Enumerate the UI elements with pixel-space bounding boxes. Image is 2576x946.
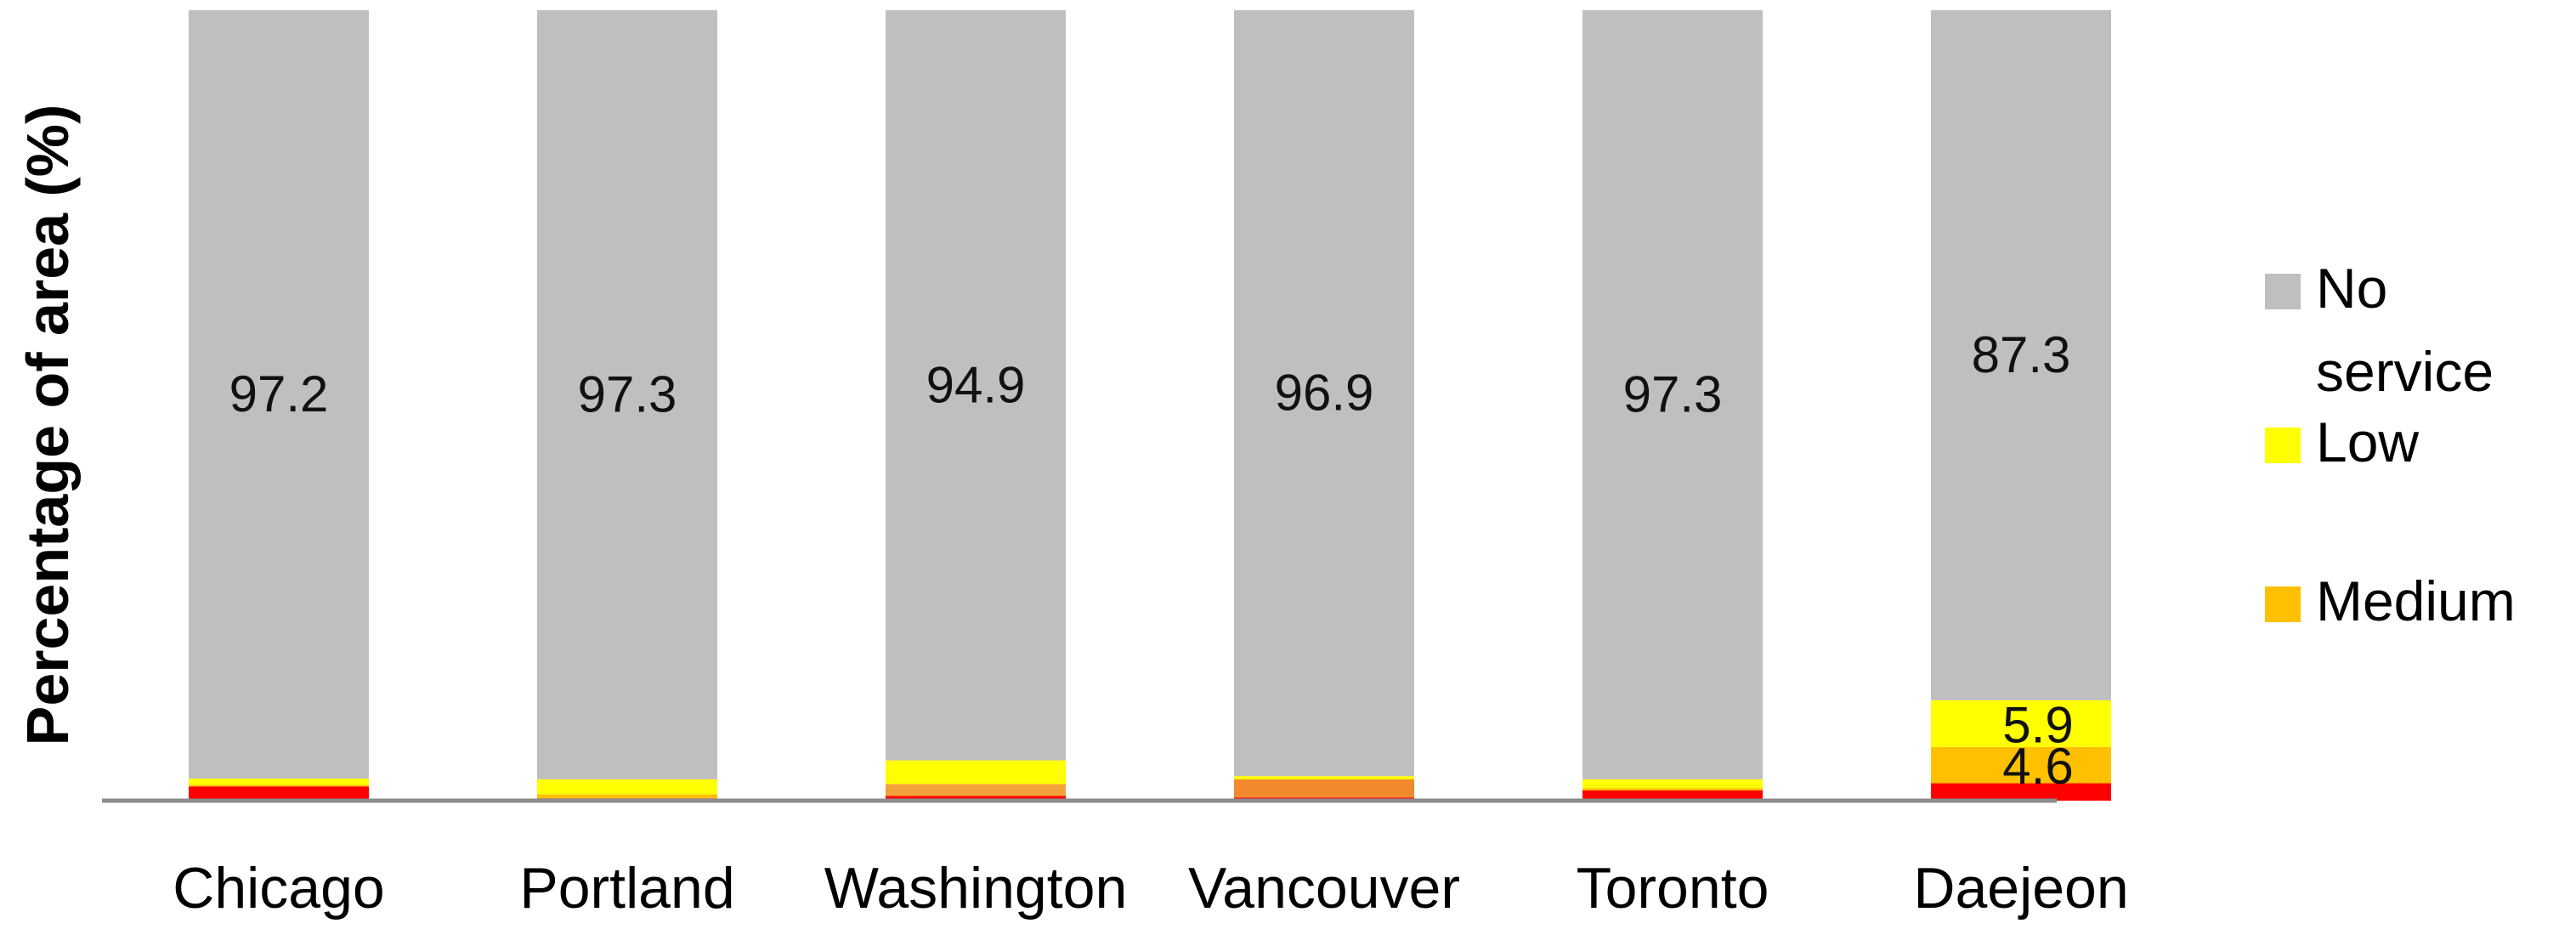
category-label-portland: Portland bbox=[519, 856, 734, 921]
legend-label-medium: Medium bbox=[2316, 569, 2516, 632]
legend: No service Low Medium bbox=[2265, 257, 2516, 632]
data-labels: 97.2 97.3 94.9 96.9 97.3 87.3 5.94.6 bbox=[229, 326, 2074, 795]
bar-segment-toronto-medium bbox=[1582, 788, 1763, 790]
data-label-toronto-no-service: 97.3 bbox=[1623, 365, 1723, 422]
legend-label-no-service: No bbox=[2316, 257, 2387, 320]
bars-layer bbox=[189, 10, 2111, 801]
legend-swatch-no-service bbox=[2265, 274, 2301, 309]
legend-label-no-service-line2: service bbox=[2316, 340, 2494, 403]
bar-segment-washington-no-service bbox=[886, 10, 1066, 761]
bar-segment-portland-low bbox=[537, 779, 717, 795]
legend-label-low: Low bbox=[2316, 411, 2419, 473]
category-label-toronto: Toronto bbox=[1577, 856, 1769, 921]
bar-segment-vancouver-no-service bbox=[1234, 10, 1414, 777]
bar-segment-chicago-medium bbox=[189, 785, 369, 787]
category-labels: Chicago Portland Washington Vancouver Toront… bbox=[173, 856, 2128, 921]
legend-swatch-medium bbox=[2265, 586, 2301, 622]
data-label-chicago-no-service: 97.2 bbox=[229, 365, 329, 422]
bar-segment-vancouver-low bbox=[1234, 776, 1414, 779]
category-label-chicago: Chicago bbox=[173, 856, 385, 921]
bar-segment-chicago-high bbox=[189, 786, 369, 801]
bar-segment-daejeon-no-service bbox=[1931, 10, 2111, 700]
bar-segment-chicago-no-service bbox=[189, 10, 369, 779]
bar-segment-daejeon-low bbox=[1931, 700, 2111, 747]
data-label-daejeon-low: 5.9 bbox=[2002, 696, 2073, 753]
bar-segment-toronto-high bbox=[1582, 790, 1763, 801]
bar-segment-toronto-no-service bbox=[1582, 10, 1763, 779]
data-label-vancouver-no-service: 96.9 bbox=[1275, 365, 1374, 422]
bar-segment-washington-high bbox=[886, 796, 1066, 801]
bar-segment-portland-medium bbox=[537, 794, 717, 799]
bar-segment-daejeon-medium bbox=[1931, 746, 2111, 784]
category-label-washington: Washington bbox=[824, 856, 1128, 921]
data-label-washington-no-service: 94.9 bbox=[926, 356, 1026, 413]
bar-segment-toronto-low bbox=[1582, 779, 1763, 789]
y-axis-label: Percentage of area (%) bbox=[14, 105, 81, 746]
bar-segment-washington-low bbox=[886, 760, 1066, 785]
data-label-portland-no-service: 97.3 bbox=[578, 365, 677, 422]
bar-segment-daejeon-high bbox=[1931, 783, 2111, 801]
data-label-daejeon-medium: 4.6 bbox=[2002, 738, 2073, 795]
category-label-vancouver: Vancouver bbox=[1188, 856, 1460, 921]
bar-segment-chicago-low bbox=[189, 778, 369, 785]
bar-segment-vancouver-medium bbox=[1234, 779, 1414, 798]
bar-segment-portland-no-service bbox=[537, 10, 717, 779]
bar-segment-washington-medium bbox=[886, 784, 1066, 796]
legend-swatch-low bbox=[2265, 428, 2301, 463]
data-label-daejeon-no-service: 87.3 bbox=[1972, 326, 2071, 383]
category-label-daejeon: Daejeon bbox=[1913, 856, 2128, 921]
